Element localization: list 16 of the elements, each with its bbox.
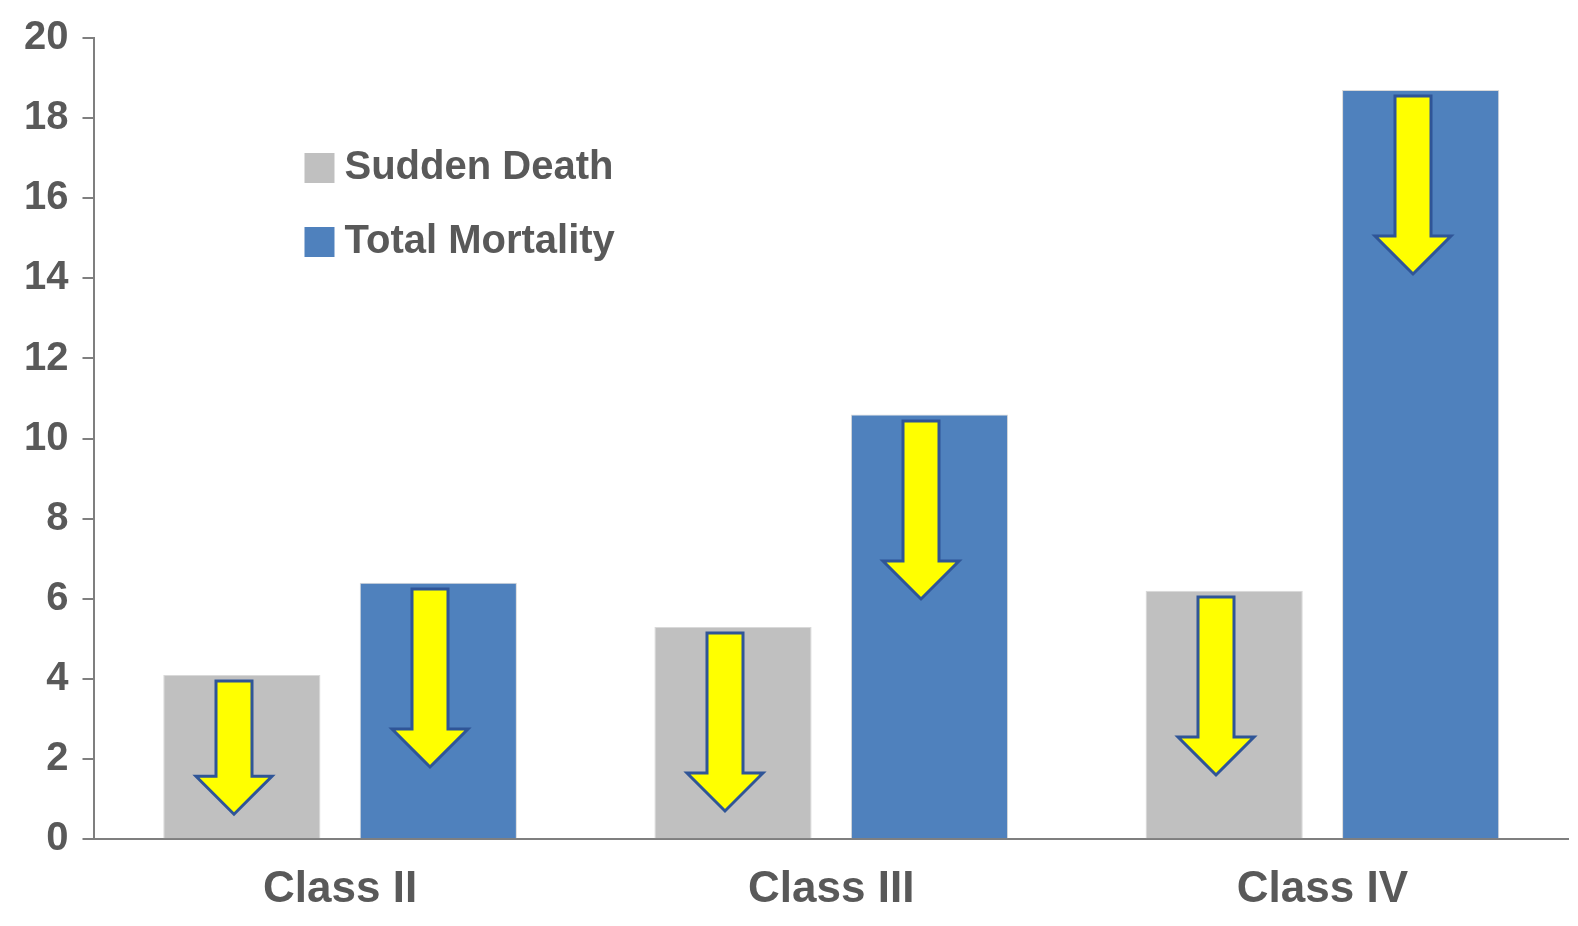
x-tick-label: Class IV [1236, 861, 1409, 911]
y-tick-label: 10 [23, 413, 69, 458]
y-tick-label: 4 [46, 653, 70, 698]
y-tick-label: 0 [46, 814, 69, 859]
x-tick-label: Class II [263, 861, 418, 911]
y-tick-label: 6 [46, 573, 69, 618]
y-tick-label: 8 [46, 493, 69, 538]
y-tick-label: 20 [23, 13, 69, 58]
y-tick-label: 2 [46, 734, 69, 779]
y-tick-label: 14 [23, 253, 70, 298]
y-tick-label: 18 [23, 93, 69, 138]
y-tick-label: 12 [23, 333, 69, 378]
legend-label: Sudden Death [344, 143, 614, 188]
y-tick-label: 16 [23, 173, 69, 218]
legend-label: Total Mortality [344, 217, 616, 262]
x-tick-label: Class III [748, 861, 915, 911]
